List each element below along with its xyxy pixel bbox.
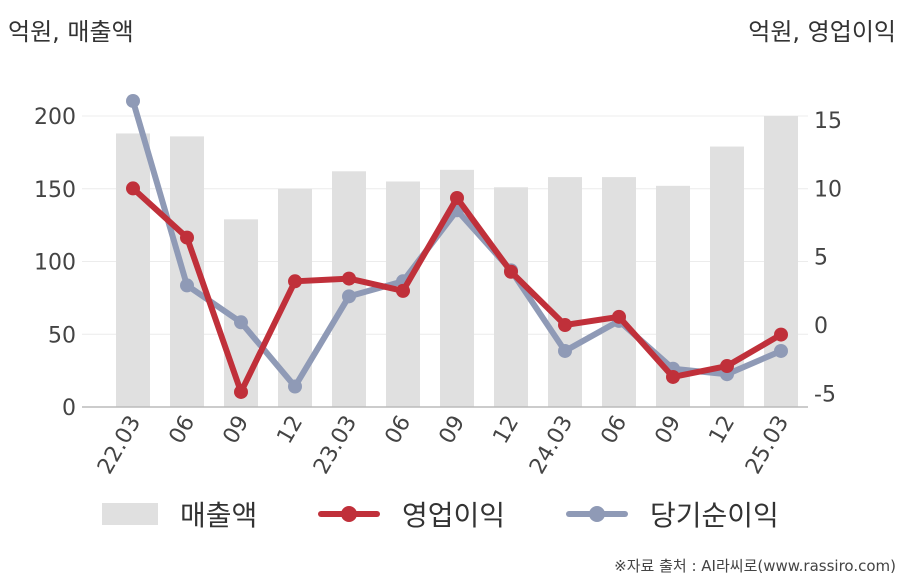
x-axis-tick-label: 06 <box>165 412 201 449</box>
operating-profit-point <box>126 181 140 196</box>
legend-label-revenue: 매출액 <box>180 499 258 532</box>
net-income-point <box>342 289 356 304</box>
left-axis-tick-label: 50 <box>48 323 76 348</box>
operating-profit-point <box>666 369 680 384</box>
profit-lines <box>126 93 788 399</box>
right-axis-unit-label: 억원, 영업이익 <box>748 18 896 46</box>
net-income-point <box>180 278 194 293</box>
right-axis-tick-label: -5 <box>814 382 836 407</box>
legend-label-operating-profit: 영업이익 <box>402 499 506 532</box>
net-income-point <box>774 343 788 358</box>
left-axis-tick-label: 0 <box>62 396 76 421</box>
x-axis-tick-label: 09 <box>651 412 687 449</box>
x-axis-tick-label: 06 <box>597 412 633 449</box>
revenue-bar <box>332 171 366 407</box>
left-axis-tick-label: 200 <box>34 105 76 130</box>
right-axis-tick-label: 10 <box>814 177 842 202</box>
revenue-bar <box>116 133 150 407</box>
x-axis-tick-label: 09 <box>435 412 471 449</box>
revenue-bar <box>602 177 636 407</box>
operating-profit-point <box>450 190 464 205</box>
left-axis-tick-label: 100 <box>34 251 76 276</box>
operating-profit-point <box>612 309 626 324</box>
x-axis-tick-label: 24.03 <box>525 412 578 479</box>
legend-item-revenue: 매출액 <box>102 492 257 536</box>
right-axis-tick-label: 0 <box>814 314 828 339</box>
revenue-bar <box>548 177 582 407</box>
x-axis-tick-label: 12 <box>489 412 525 449</box>
x-axis-tick-label: 22.03 <box>93 412 146 479</box>
revenue-bar <box>494 187 528 407</box>
x-axis-tick-label: 25.03 <box>741 412 794 479</box>
revenue-bar <box>764 116 798 407</box>
operating-profit-point <box>342 271 356 286</box>
left-axis-unit-label: 억원, 매출액 <box>8 18 134 46</box>
operating-profit-point <box>774 327 788 342</box>
legend-swatch-net-income <box>566 503 628 525</box>
operating-profit-point <box>180 230 194 245</box>
net-income-point <box>558 343 572 358</box>
x-axis-tick-label: 06 <box>381 412 417 449</box>
legend-item-net-income: 당기순이익 <box>566 492 779 536</box>
source-note: ※자료 출처 : AI라씨로(www.rassiro.com) <box>614 557 896 575</box>
operating-profit-point <box>558 318 572 333</box>
operating-profit-point <box>396 283 410 298</box>
x-axis-tick-label: 12 <box>705 412 741 449</box>
operating-profit-point <box>288 274 302 289</box>
right-axis-tick-label: 15 <box>814 109 842 134</box>
right-axis-tick-label: 5 <box>814 246 828 271</box>
net-income-point <box>288 379 302 394</box>
legend-swatch-operating-profit <box>318 503 380 525</box>
net-income-point <box>234 315 248 330</box>
x-axis-tick-label: 09 <box>219 412 255 449</box>
operating-profit-point <box>720 359 734 374</box>
net-income-point <box>126 93 140 108</box>
x-axis-tick-label: 23.03 <box>309 412 362 479</box>
legend: 매출액 영업이익 당기순이익 <box>0 492 908 536</box>
x-axis-tick-label: 12 <box>273 412 309 449</box>
legend-swatch-revenue <box>102 503 158 525</box>
legend-label-net-income: 당기순이익 <box>650 499 779 532</box>
left-axis-tick-label: 150 <box>34 178 76 203</box>
operating-profit-point <box>234 384 248 399</box>
legend-item-operating-profit: 영업이익 <box>318 492 505 536</box>
operating-profit-point <box>504 264 518 279</box>
